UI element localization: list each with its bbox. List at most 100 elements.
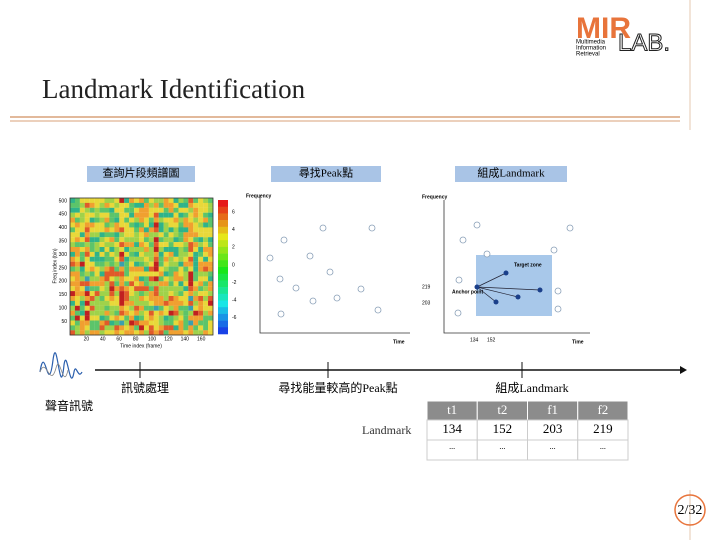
spectrogram-cell bbox=[188, 227, 194, 233]
spectrogram-cell bbox=[188, 242, 194, 248]
spectrogram-cell bbox=[183, 310, 189, 316]
spectrogram-cell bbox=[193, 227, 199, 233]
spectrogram-cell bbox=[84, 315, 90, 321]
spectrogram-cell bbox=[94, 310, 100, 316]
spectrogram-cell bbox=[153, 315, 159, 321]
header-text: t1 bbox=[447, 402, 457, 417]
spectrogram-cell bbox=[163, 300, 169, 306]
tick-label: 20 bbox=[84, 336, 90, 342]
spectrogram-cell bbox=[173, 212, 179, 218]
spectrogram-cell bbox=[208, 256, 214, 262]
spectrogram-cell bbox=[183, 212, 189, 218]
spectrogram-cell bbox=[148, 320, 154, 326]
spectrogram-cell bbox=[134, 217, 140, 223]
waveform bbox=[39, 363, 69, 378]
spectrogram-cell bbox=[129, 320, 135, 326]
spectrogram-cell bbox=[74, 261, 80, 267]
spectrogram-cell bbox=[163, 271, 169, 277]
spectrogram-cell bbox=[143, 310, 149, 316]
spectrogram-cell bbox=[79, 207, 85, 213]
spectrogram-cell bbox=[208, 247, 214, 252]
cell-text: ... bbox=[600, 442, 606, 451]
spectrogram-cell bbox=[173, 310, 179, 316]
cell-text: ... bbox=[550, 442, 556, 451]
spectrogram-cell bbox=[148, 242, 154, 248]
spectrogram-cell bbox=[198, 202, 204, 208]
spectrogram-cell bbox=[70, 222, 75, 228]
spectrogram-cell bbox=[119, 325, 125, 331]
spectrogram-cell bbox=[203, 315, 209, 321]
spectrogram-cell bbox=[143, 198, 149, 203]
axes bbox=[259, 197, 410, 334]
spectrogram-cell bbox=[74, 207, 80, 213]
spectrogram-cell bbox=[188, 296, 194, 301]
spectrogram-cell bbox=[178, 276, 184, 282]
spectrogram-cell bbox=[104, 251, 110, 257]
spectrogram-cell bbox=[79, 251, 85, 257]
spectrogram-cell bbox=[183, 217, 189, 223]
spectrogram-cell bbox=[129, 276, 135, 282]
tick-label: 6 bbox=[232, 210, 235, 216]
spectrogram-cell bbox=[163, 296, 169, 301]
spectrogram-cell bbox=[114, 300, 120, 306]
spectrogram-cell bbox=[183, 251, 189, 257]
spectrogram-cell bbox=[188, 202, 194, 208]
tick-label: 134 bbox=[470, 337, 479, 343]
spectrogram-cell bbox=[114, 232, 120, 238]
logo-lab: LAB. bbox=[618, 29, 670, 56]
spectrogram-cell bbox=[183, 281, 189, 287]
spectrogram-cell bbox=[84, 217, 90, 223]
spectrogram-cell bbox=[114, 305, 120, 311]
spectrogram-cell bbox=[163, 286, 169, 292]
spectrogram-cell bbox=[94, 291, 100, 297]
spectrogram-cell bbox=[70, 300, 75, 306]
spectrogram-cell bbox=[124, 202, 130, 208]
spectrogram-cell bbox=[134, 212, 140, 218]
spectrogram-cell bbox=[84, 330, 90, 336]
spectrogram-cell bbox=[119, 261, 125, 267]
spectrogram-cell bbox=[163, 242, 169, 248]
spectrogram-cell bbox=[79, 291, 85, 297]
spectrogram-cell bbox=[193, 217, 199, 223]
spectrogram-cell bbox=[104, 217, 110, 223]
spectrogram-cell bbox=[99, 291, 105, 297]
spectrogram-cell bbox=[173, 232, 179, 238]
spectrogram-cell bbox=[99, 237, 105, 243]
spectrogram-cell bbox=[203, 300, 209, 306]
spectrogram-cell bbox=[193, 300, 199, 306]
spectrogram-cell bbox=[109, 222, 115, 228]
spectrogram-cell bbox=[109, 325, 115, 331]
spectrogram-cell bbox=[178, 315, 184, 321]
spectrogram-cell bbox=[178, 202, 184, 208]
spectrogram bbox=[70, 198, 228, 336]
spectrogram-cell bbox=[193, 207, 199, 213]
spectrogram-cell bbox=[183, 198, 189, 203]
spectrogram-cell bbox=[99, 325, 105, 331]
spectrogram-cell bbox=[79, 212, 85, 218]
spectrogram-cell bbox=[158, 315, 164, 321]
spectrogram-cell bbox=[153, 202, 159, 208]
spectrogram-cell bbox=[188, 266, 194, 272]
spectrogram-cell bbox=[109, 251, 115, 257]
spectrogram-cell bbox=[139, 315, 145, 321]
spectrogram-cell bbox=[104, 271, 110, 277]
spectrogram-cell bbox=[188, 247, 194, 252]
spectrogram-cell bbox=[198, 207, 204, 213]
spectrogram-cell bbox=[119, 266, 125, 272]
spectrogram-cell bbox=[94, 281, 100, 287]
spectrogram-cell bbox=[158, 325, 164, 331]
spectrogram-cell bbox=[198, 300, 204, 306]
spectrogram-cell bbox=[114, 261, 120, 267]
spectrogram-cell bbox=[94, 247, 100, 252]
spectrogram-cell bbox=[178, 320, 184, 326]
spectrogram-cell bbox=[208, 212, 214, 218]
spectrogram-cell bbox=[99, 281, 105, 287]
spectrogram-cell bbox=[104, 207, 110, 213]
spectrogram-cell bbox=[163, 247, 169, 252]
spectrogram-cell bbox=[139, 296, 145, 301]
cell-text: ... bbox=[449, 442, 455, 451]
step-label: 訊號處理 bbox=[121, 380, 169, 395]
spectrogram-cell bbox=[70, 256, 75, 262]
spectrogram-cell bbox=[183, 261, 189, 267]
spectrogram-cell bbox=[104, 237, 110, 243]
